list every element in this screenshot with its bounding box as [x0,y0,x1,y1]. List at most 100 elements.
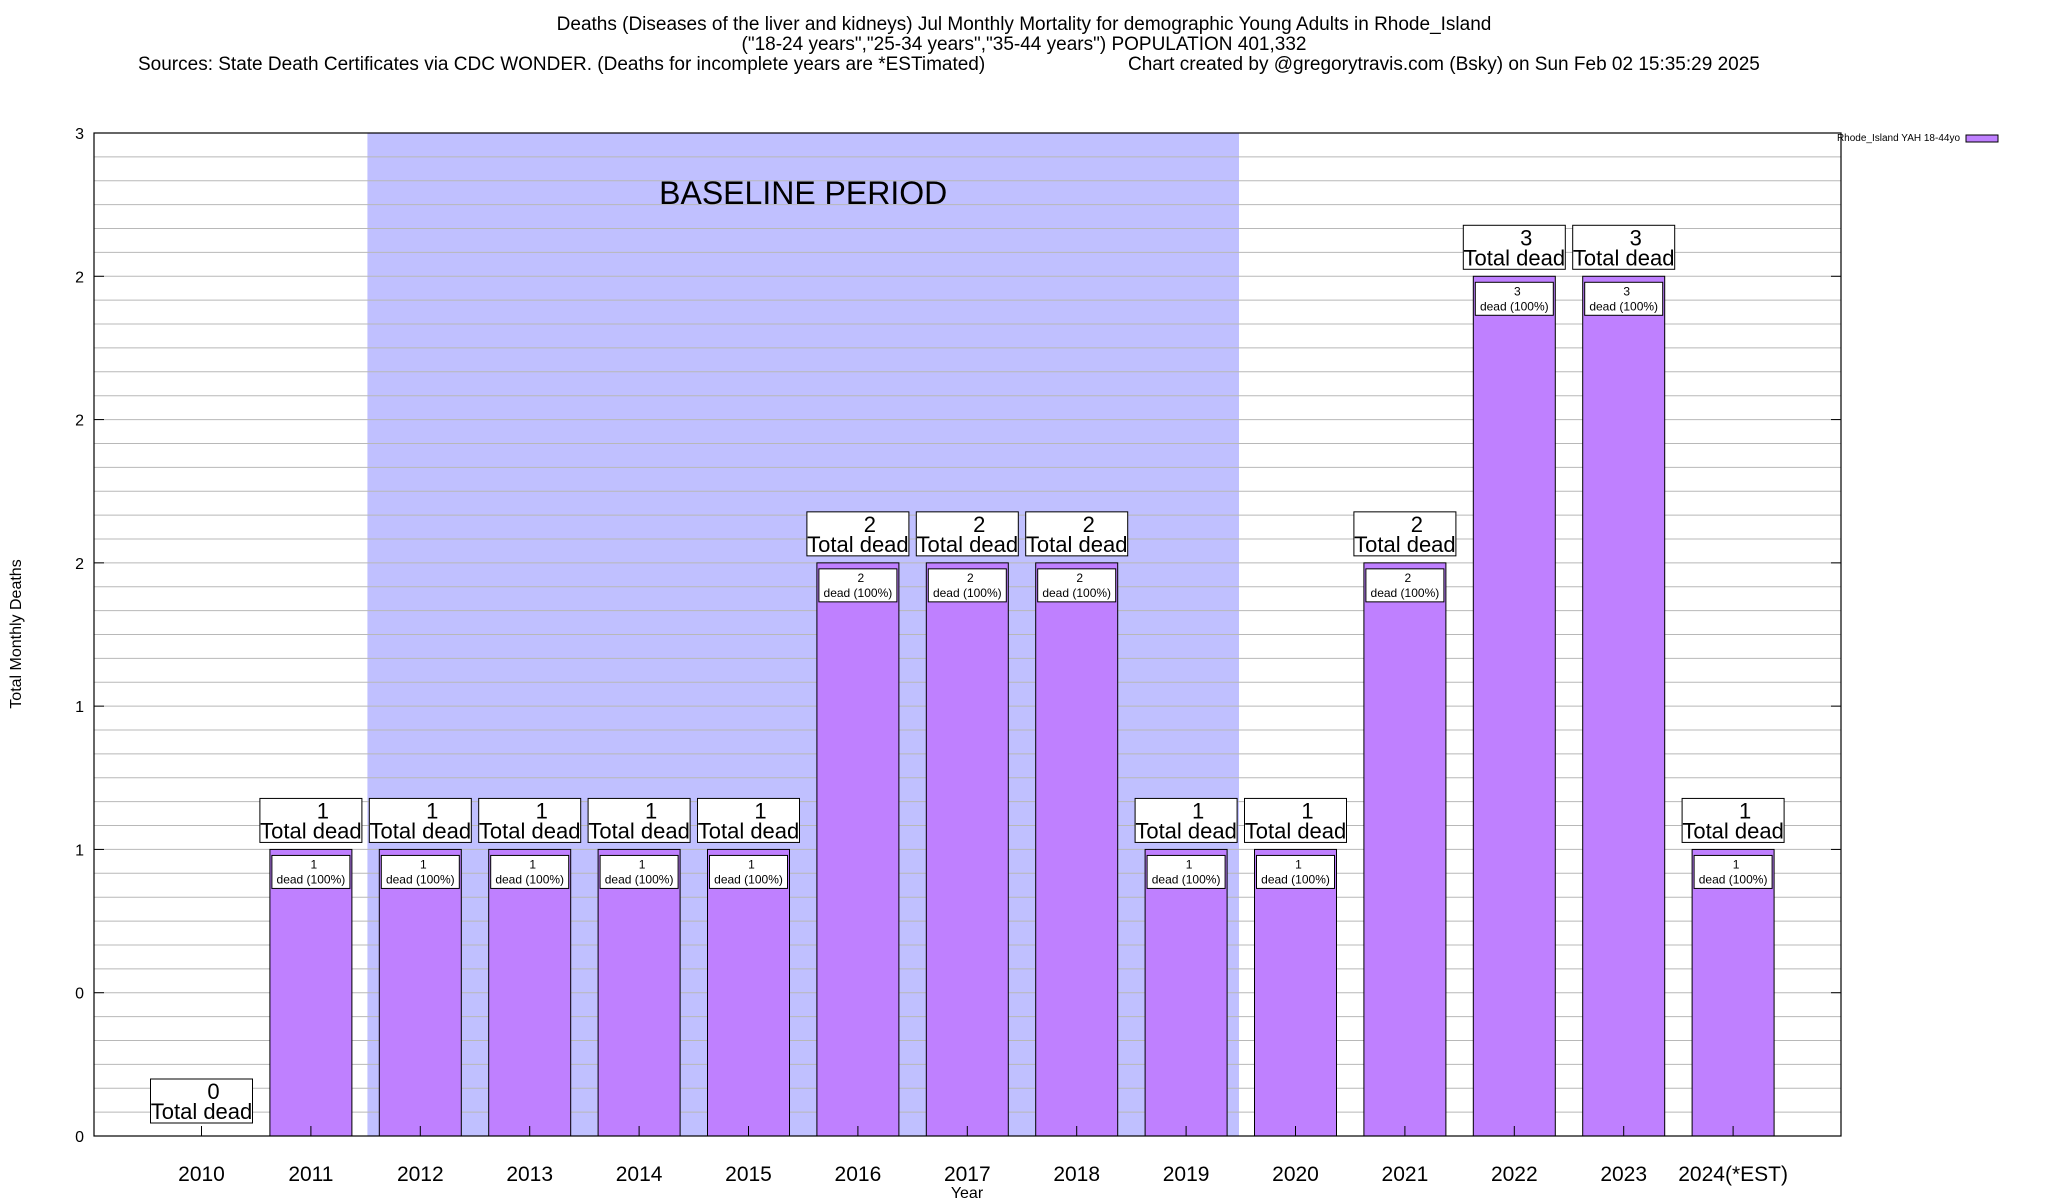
total-label-box [368,797,472,843]
bar [925,562,1009,1137]
bar-inner-label: dead (100%) [1042,586,1111,600]
bar-inner-label: dead (100%) [277,872,346,886]
bar-inner-label-box [818,568,898,603]
bar-inner-count: 3 [1623,284,1630,298]
bar [488,848,572,1137]
bar-inner-label-box [1365,568,1445,603]
bar-inner-label: dead (100%) [1371,586,1440,600]
bar [816,562,900,1137]
total-label-text: Total dead [1682,818,1784,843]
y-tick-label: 3 [75,126,84,143]
bar-inner-label-box [380,854,460,889]
total-label-box [259,797,363,843]
bar-inner-count: 2 [1076,571,1083,585]
total-label-text: Total dead [151,1099,253,1124]
bar-inner-label: dead (100%) [1589,299,1658,313]
total-label-text: Total dead [1573,245,1675,270]
total-label-value: 1 [536,798,548,823]
chart-credit: Chart created by @gregorytravis.com (Bsk… [1128,54,1760,75]
bar-inner-label: dead (100%) [933,586,1002,600]
total-label-text: Total dead [1354,532,1456,557]
total-label-box [915,511,1019,557]
baseline-label: BASELINE PERIOD [659,175,947,211]
y-tick-label: 0 [75,1129,84,1146]
total-label-box [1025,511,1129,557]
total-label-value: 2 [1411,512,1423,537]
total-label-text: Total dead [1464,245,1566,270]
total-label-value: 2 [1083,512,1095,537]
total-label-box [1353,511,1457,557]
bar-inner-count: 1 [1186,857,1193,871]
total-label-text: Total dead [479,818,581,843]
x-tick-label: 2011 [288,1163,333,1186]
x-tick-label: 2015 [725,1163,772,1186]
x-tick-label: 2019 [1163,1163,1210,1186]
bar-inner-count: 1 [1295,857,1302,871]
bar-inner-label-box [1146,854,1226,889]
bar-inner-count: 1 [1733,857,1740,871]
y-tick-label: 2 [75,556,84,573]
y-axis-title: Total Monthly Deaths [8,559,25,708]
total-label-value: 3 [1630,225,1642,250]
chart-title: Deaths (Diseases of the liver and kidney… [556,14,1492,35]
total-label-value: 0 [207,1079,219,1104]
total-label-value: 1 [1301,798,1313,823]
y-tick-label: 0 [75,986,84,1003]
y-tick-label: 2 [75,413,84,430]
x-tick-label: 2010 [178,1163,225,1186]
x-tick-label: 2024(*EST) [1678,1163,1788,1186]
total-label-value: 1 [1739,798,1751,823]
total-label-box [1572,224,1676,270]
chart-subtitle: ("18-24 years","25-34 years","35-44 year… [741,34,1307,55]
bar-inner-label-box [1584,281,1664,316]
bar-inner-label: dead (100%) [605,872,674,886]
y-tick-label: 1 [75,699,84,716]
bar-inner-label: dead (100%) [1699,872,1768,886]
x-tick-label: 2012 [397,1163,444,1186]
bar-inner-label-box [271,854,351,889]
bar-inner-count: 1 [420,857,427,871]
total-label-box [806,511,910,557]
bar-inner-label-box [1256,854,1335,889]
total-label-text: Total dead [807,532,909,557]
total-label-box [1681,797,1785,843]
legend-label: Rhode_Island YAH 18-44yo [1837,133,1960,144]
bar [707,848,790,1137]
total-label-text: Total dead [370,818,472,843]
total-label-text: Total dead [1245,818,1347,843]
total-label-value: 3 [1520,225,1532,250]
x-tick-label: 2021 [1382,1163,1429,1186]
total-label-text: Total dead [698,818,800,843]
bar [1582,275,1666,1137]
x-tick-label: 2020 [1272,1163,1319,1186]
total-label-box [1134,797,1238,843]
bar-inner-label: dead (100%) [824,586,893,600]
total-label-value: 1 [645,798,657,823]
bar [1472,275,1556,1137]
x-tick-label: 2022 [1491,1163,1538,1186]
bar-inner-label-box [709,854,788,889]
bar-inner-label: dead (100%) [495,872,564,886]
bar-inner-count: 2 [1405,571,1412,585]
total-label-value: 1 [1192,798,1204,823]
total-label-box [697,797,800,843]
total-label-text: Total dead [917,532,1019,557]
bar-inner-count: 3 [1514,284,1521,298]
plot-border [93,132,1842,1137]
total-label-value: 1 [317,798,329,823]
bar [1254,848,1337,1137]
total-label-box [478,797,582,843]
legend-swatch [1965,134,1999,143]
bar [597,848,681,1137]
total-label-box [1244,797,1347,843]
bar-inner-label: dead (100%) [714,872,783,886]
bar-inner-count: 2 [967,571,974,585]
bar-inner-label-box [599,854,679,889]
total-label-value: 2 [973,512,985,537]
x-tick-label: 2016 [835,1163,882,1186]
bar-inner-label-box [490,854,570,889]
chart-sources: Sources: State Death Certificates via CD… [138,54,986,75]
bar-inner-label: dead (100%) [386,872,455,886]
bar [1691,848,1775,1137]
